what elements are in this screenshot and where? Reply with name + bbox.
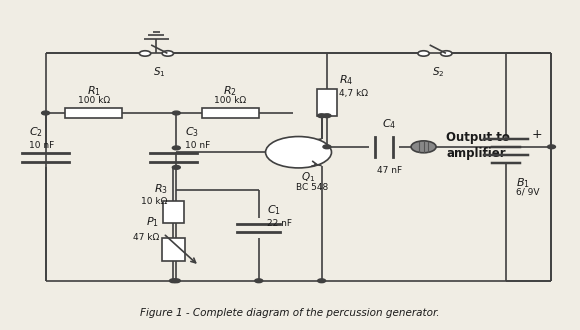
Text: 47 nF: 47 nF xyxy=(377,166,402,175)
Text: $P_1$: $P_1$ xyxy=(146,215,160,229)
Text: $B_1$: $B_1$ xyxy=(516,177,530,190)
Circle shape xyxy=(548,145,556,149)
Bar xyxy=(162,201,184,223)
Circle shape xyxy=(172,146,180,150)
Circle shape xyxy=(255,279,263,283)
Bar xyxy=(202,108,259,118)
Text: 47 kΩ: 47 kΩ xyxy=(133,233,160,242)
Text: $R_2$: $R_2$ xyxy=(223,84,237,98)
Circle shape xyxy=(162,51,173,56)
Text: 10 nF: 10 nF xyxy=(185,141,210,149)
Text: Figure 1 - Complete diagram of the percussion generator.: Figure 1 - Complete diagram of the percu… xyxy=(140,308,440,318)
Text: $C_4$: $C_4$ xyxy=(382,117,397,131)
Circle shape xyxy=(318,114,325,117)
Circle shape xyxy=(323,114,331,117)
Text: 22 nF: 22 nF xyxy=(267,219,292,228)
Bar xyxy=(317,89,337,116)
Circle shape xyxy=(266,137,332,168)
Circle shape xyxy=(323,145,331,149)
Text: $C_3$: $C_3$ xyxy=(185,125,199,139)
Text: 10 nF: 10 nF xyxy=(28,141,54,149)
Circle shape xyxy=(172,165,180,169)
Text: amplifier: amplifier xyxy=(447,147,506,160)
Text: 4,7 kΩ: 4,7 kΩ xyxy=(339,89,368,98)
Text: Output to: Output to xyxy=(447,131,510,144)
Circle shape xyxy=(172,279,180,283)
Text: $S_2$: $S_2$ xyxy=(432,66,444,80)
Circle shape xyxy=(318,279,325,283)
Circle shape xyxy=(411,141,436,153)
Text: BC 548: BC 548 xyxy=(296,183,328,192)
Circle shape xyxy=(42,111,49,115)
Circle shape xyxy=(139,51,151,56)
Text: $R_3$: $R_3$ xyxy=(154,182,168,195)
Bar xyxy=(66,108,122,118)
Text: $R_4$: $R_4$ xyxy=(339,74,354,87)
Text: +: + xyxy=(532,128,542,141)
Text: 100 kΩ: 100 kΩ xyxy=(214,96,246,105)
Text: $Q_1$: $Q_1$ xyxy=(302,171,316,184)
Circle shape xyxy=(418,51,429,56)
Circle shape xyxy=(441,51,452,56)
Circle shape xyxy=(172,111,180,115)
Text: $C_1$: $C_1$ xyxy=(267,203,281,217)
Text: $C_2$: $C_2$ xyxy=(28,125,42,139)
Text: $S_1$: $S_1$ xyxy=(153,66,165,80)
Circle shape xyxy=(169,279,177,283)
Text: 100 kΩ: 100 kΩ xyxy=(78,96,110,105)
Text: 10 kΩ: 10 kΩ xyxy=(142,197,168,206)
Bar xyxy=(162,238,185,261)
Text: 6/ 9V: 6/ 9V xyxy=(516,187,540,196)
Text: $R_1$: $R_1$ xyxy=(87,84,101,98)
